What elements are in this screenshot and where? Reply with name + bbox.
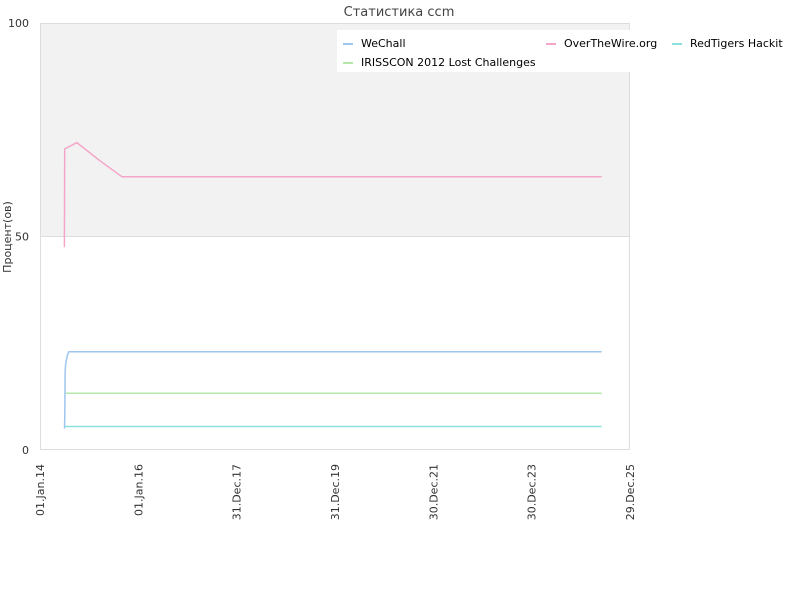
legend-label: OverTheWire.org	[564, 37, 657, 50]
x-tick-label: 30.Dec.21	[427, 464, 440, 520]
y-axis-ticks: 100 50 0	[8, 17, 29, 457]
x-axis-ticks: 01.Jan.14 01.Jan.16 31.Dec.17 31.Dec.19 30.D…	[34, 464, 637, 520]
y-axis-label: Процент(ов)	[1, 201, 14, 273]
legend-box	[337, 30, 630, 72]
x-tick-label: 30.Dec.23	[526, 464, 539, 520]
plot-band-lower	[40, 236, 630, 450]
series-line-overthewire-org	[63, 141, 602, 248]
plot-frame	[40, 23, 630, 450]
series-lines	[63, 141, 602, 429]
x-tick-label: 29.Dec.25	[624, 464, 637, 520]
y-tick-label: 50	[15, 231, 29, 244]
y-tick-label: 0	[22, 444, 29, 457]
x-tick-label: 01.Jan.16	[132, 464, 145, 516]
x-tick-label: 01.Jan.14	[34, 464, 47, 516]
chart-title: Статистика ccm	[344, 5, 455, 20]
legend: WeChall OverTheWire.org RedTigers Hackit IR…	[337, 30, 783, 72]
legend-label: IRISSCON 2012 Lost Challenges	[361, 56, 536, 69]
plot-background	[40, 23, 630, 450]
y-tick-label: 100	[8, 17, 29, 30]
x-tick-label: 31.Dec.19	[329, 464, 342, 520]
legend-label: WeChall	[361, 37, 406, 50]
series-line-wechall	[63, 351, 602, 429]
legend-label: RedTigers Hackit	[690, 37, 783, 50]
x-tick-label: 31.Dec.17	[231, 464, 244, 520]
